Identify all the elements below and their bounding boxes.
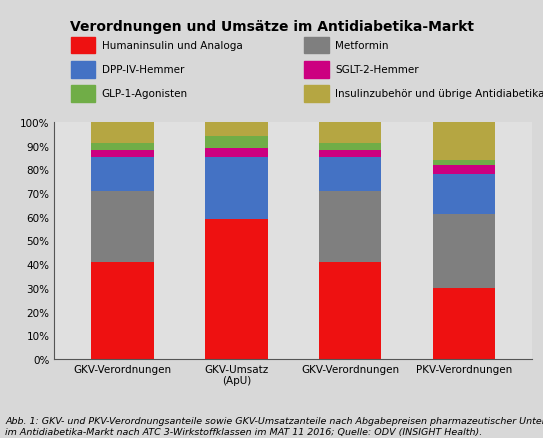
- Bar: [433, 175, 495, 215]
- Text: Verordnungen und Umsätze im Antidiabetika-Markt: Verordnungen und Umsätze im Antidiabetik…: [70, 20, 473, 34]
- Text: SGLT-2-Hemmer: SGLT-2-Hemmer: [335, 65, 419, 75]
- Bar: [205, 158, 268, 219]
- Bar: [205, 219, 268, 359]
- Text: Abb. 1: GKV- und PKV-Verordnungsanteile sowie GKV-Umsatzanteile nach Abgabepreis: Abb. 1: GKV- und PKV-Verordnungsanteile …: [5, 417, 543, 436]
- Bar: [433, 215, 495, 288]
- Bar: [319, 191, 381, 262]
- Text: Humaninsulin und Analoga: Humaninsulin und Analoga: [102, 41, 242, 51]
- Bar: [319, 262, 381, 359]
- Bar: [433, 165, 495, 175]
- Bar: [205, 148, 268, 158]
- Bar: [91, 158, 154, 191]
- Bar: [205, 137, 268, 148]
- Bar: [205, 123, 268, 137]
- Bar: [319, 144, 381, 151]
- Bar: [91, 151, 154, 158]
- Bar: [91, 191, 154, 262]
- Bar: [91, 144, 154, 151]
- Bar: [319, 151, 381, 158]
- Bar: [319, 158, 381, 191]
- Bar: [91, 123, 154, 144]
- Bar: [433, 288, 495, 359]
- Text: GLP-1-Agonisten: GLP-1-Agonisten: [102, 89, 188, 99]
- Bar: [91, 262, 154, 359]
- Bar: [433, 123, 495, 160]
- Text: Insulinzubehör und übrige Antidiabetika: Insulinzubehör und übrige Antidiabetika: [335, 89, 543, 99]
- Bar: [319, 123, 381, 144]
- Text: Metformin: Metformin: [335, 41, 389, 51]
- Text: DPP-IV-Hemmer: DPP-IV-Hemmer: [102, 65, 184, 75]
- Bar: [433, 160, 495, 165]
